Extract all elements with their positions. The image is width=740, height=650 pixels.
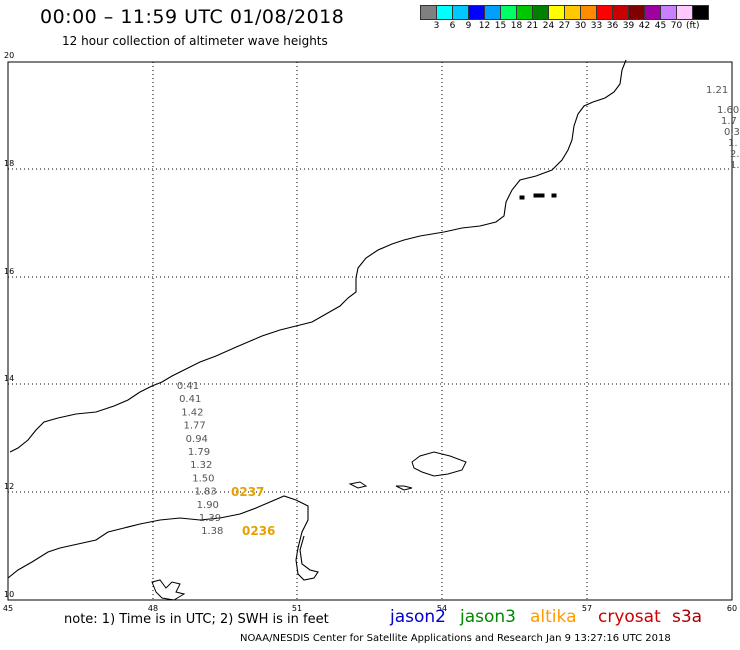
map-frame — [7, 61, 733, 601]
lon-tick-label: 60 — [727, 604, 737, 613]
island-cluster — [519, 193, 557, 200]
legend-label: 70 — [670, 21, 683, 31]
swh-value: 1.83 — [194, 487, 216, 498]
swh-value: 1.77 — [183, 421, 205, 432]
lat-tick-label: 18 — [4, 159, 14, 168]
legend-label: 30 — [574, 21, 587, 31]
lat-tick-label: 16 — [4, 267, 14, 276]
swh-value-edge: 0.3 — [724, 127, 740, 138]
coastline — [9, 59, 627, 453]
legend-label: 27 — [558, 21, 571, 31]
coastline-south — [7, 495, 319, 581]
lon-tick-label: 51 — [292, 604, 302, 613]
legend-label: 21 — [526, 21, 539, 31]
axis-tick-labels: 45 48 51 54 57 60 20 18 16 14 12 10 — [3, 51, 737, 613]
lat-tick-label: 14 — [4, 374, 14, 383]
legend-label: 6 — [449, 21, 456, 31]
swh-value: 1.79 — [188, 447, 210, 458]
swh-value-edge: 2. — [730, 149, 740, 160]
swh-value: 0.41 — [177, 381, 199, 392]
legend-label: 15 — [494, 21, 507, 31]
legend-label: 45 — [654, 21, 667, 31]
lat-tick-label: 20 — [4, 51, 14, 60]
legend-label: 39 — [622, 21, 635, 31]
lat-tick-label: 12 — [4, 482, 14, 491]
legend-label: 3 — [433, 21, 440, 31]
swh-value: 0.41 — [179, 394, 201, 405]
pass-time-label: 0237 — [231, 485, 264, 499]
swh-value-edge: 1. — [728, 138, 738, 149]
legend-label: 18 — [510, 21, 523, 31]
swh-value: 1.32 — [190, 460, 212, 471]
satellite-label: s3a — [672, 607, 703, 627]
lat-lon-grid — [8, 62, 732, 600]
satellite-label: altika — [530, 607, 577, 627]
swh-right-edge: 1.211.601.70.31.2.1. — [706, 85, 740, 171]
swh-value-edge: 1. — [730, 160, 740, 171]
lon-tick-label: 54 — [437, 604, 447, 613]
satellite-label: jason3 — [460, 607, 516, 627]
legend-unit: (ft) — [686, 21, 700, 31]
swh-value: 1.39 — [199, 513, 221, 524]
island-group-south — [151, 579, 186, 601]
legend-label: 36 — [606, 21, 619, 31]
map-title: 00:00 – 11:59 UTC 01/08/2018 — [40, 6, 345, 28]
map-subtitle: 12 hour collection of altimeter wave hei… — [62, 34, 328, 48]
swh-value: 1.42 — [181, 407, 203, 418]
island-small-2 — [395, 485, 413, 491]
swh-value: 1.50 — [192, 473, 214, 484]
legend-label: 33 — [590, 21, 603, 31]
legend-label: 24 — [542, 21, 555, 31]
swh-value: 1.38 — [201, 526, 223, 537]
legend-swatch — [692, 5, 709, 20]
swh-value: 0.94 — [186, 434, 208, 445]
swh-value-edge: 1.60 — [717, 105, 739, 116]
lon-tick-label: 48 — [148, 604, 158, 613]
satellite-label: cryosat — [598, 607, 661, 627]
satellite-label: jason2 — [390, 607, 446, 627]
legend-label: 9 — [465, 21, 472, 31]
swh-value-edge: 1.21 — [706, 85, 728, 96]
footer-note: note: 1) Time is in UTC; 2) SWH is in fe… — [64, 612, 329, 627]
legend-label: 42 — [638, 21, 651, 31]
legend-label: 12 — [478, 21, 491, 31]
swh-track: 0.41 0.41 1.42 1.77 0.94 1.79 1.32 1.50 1.83 1.90… — [177, 381, 223, 537]
color-legend — [420, 5, 709, 20]
swh-value: 1.90 — [197, 500, 219, 511]
pass-time-labels: 0237 0236 — [231, 485, 275, 538]
island-small-1 — [348, 481, 368, 489]
lon-tick-label: 45 — [3, 604, 13, 613]
swh-value-edge: 1.7 — [721, 116, 737, 127]
lon-tick-label: 57 — [582, 604, 592, 613]
footer-credit: NOAA/NESDIS Center for Satellite Applica… — [240, 633, 671, 644]
pass-time-label: 0236 — [242, 524, 275, 538]
island-large — [411, 451, 467, 477]
lat-tick-label: 10 — [4, 590, 14, 599]
